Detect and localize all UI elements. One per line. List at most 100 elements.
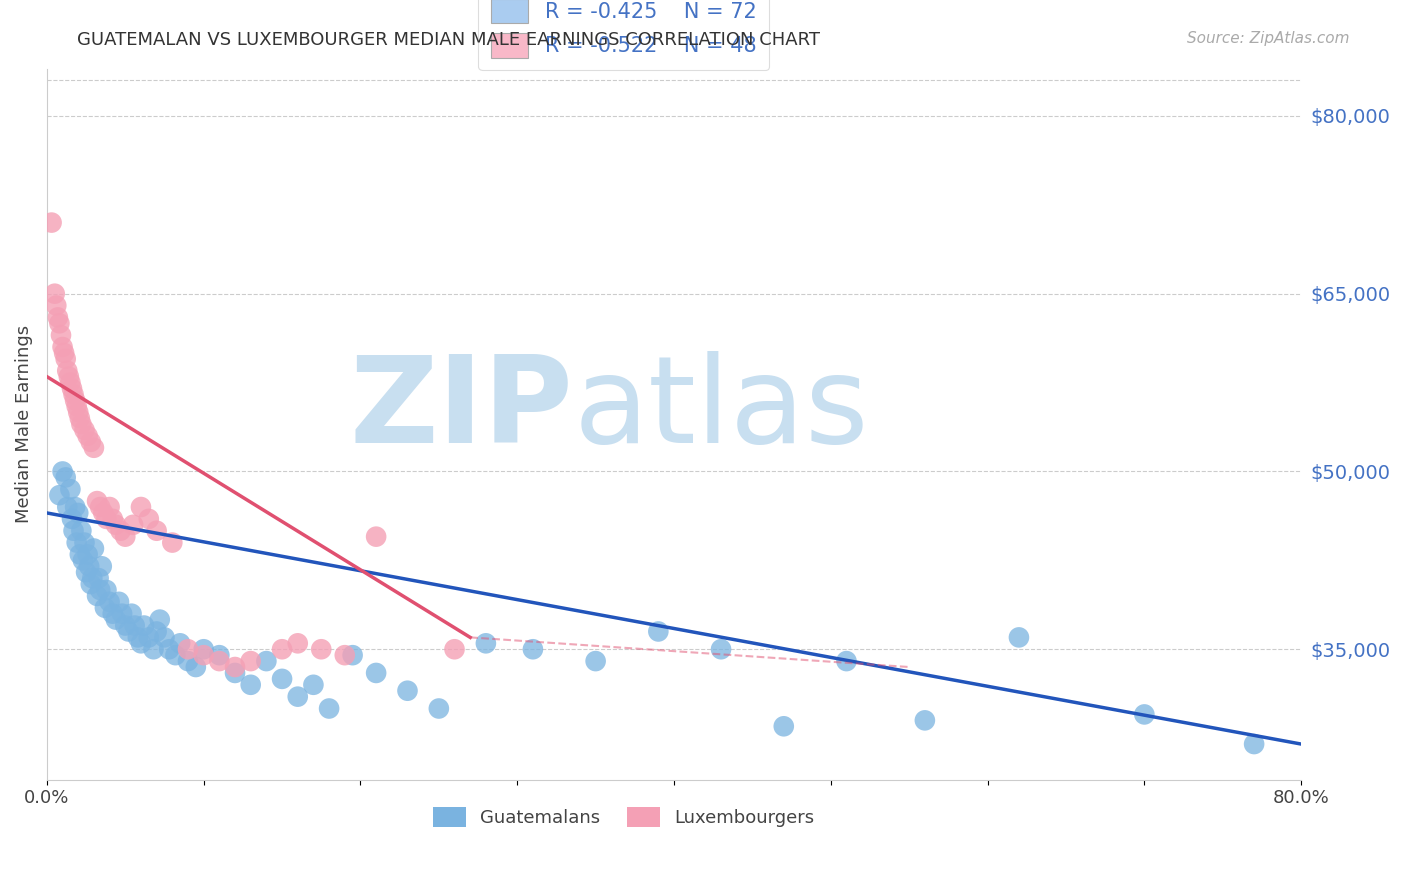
Point [153,631,176,645]
Point [94,600,117,615]
Point [224,660,246,674]
Point [90,559,112,574]
Point [60,382,83,396]
Point [772,719,794,733]
Point [122,517,145,532]
Point [45,299,67,313]
Point [396,683,419,698]
Point [138,512,160,526]
Point [70,524,93,538]
Point [114,618,136,632]
Point [96,512,118,526]
Point [67,506,90,520]
Point [302,678,325,692]
Point [142,642,165,657]
Point [427,701,450,715]
Point [114,530,136,544]
Point [287,690,309,704]
Text: Source: ZipAtlas.com: Source: ZipAtlas.com [1187,31,1350,46]
Point [129,500,152,514]
Point [111,607,134,621]
Point [224,665,246,680]
Point [87,571,110,585]
Point [287,636,309,650]
Point [60,512,83,526]
Point [254,654,277,668]
Point [72,553,94,567]
Point [1008,631,1031,645]
Point [145,624,167,639]
Point [333,648,356,662]
Point [55,351,77,366]
Point [89,500,111,514]
Point [75,565,97,579]
Point [98,595,121,609]
Point [110,524,132,538]
Point [96,582,118,597]
Point [914,714,936,728]
Point [138,631,160,645]
Y-axis label: Median Male Earnings: Median Male Earnings [15,325,32,523]
Point [177,654,200,668]
Point [76,548,98,562]
Point [149,613,172,627]
Point [82,571,104,585]
Point [73,535,96,549]
Point [58,369,80,384]
Text: atlas: atlas [574,351,869,468]
Text: ZIP: ZIP [350,351,574,468]
Point [239,678,262,692]
Point [162,535,184,549]
Point [127,631,149,645]
Point [271,672,294,686]
Point [80,434,103,449]
Point [52,340,75,354]
Point [66,535,89,549]
Point [63,393,86,408]
Point [59,482,82,496]
Point [208,648,231,662]
Point [157,642,180,657]
Point [124,618,146,632]
Point [83,441,105,455]
Point [177,642,200,657]
Point [522,642,544,657]
Point [239,654,262,668]
Point [366,530,388,544]
Point [41,216,63,230]
Point [89,582,111,597]
Point [117,624,139,639]
Point [77,559,100,574]
Point [69,411,91,425]
Point [165,648,187,662]
Point [66,399,89,413]
Point [193,642,215,657]
Point [104,517,127,532]
Point [318,701,340,715]
Point [46,310,69,325]
Text: GUATEMALAN VS LUXEMBOURGER MEDIAN MALE EARNINGS CORRELATION CHART: GUATEMALAN VS LUXEMBOURGER MEDIAN MALE E… [77,31,820,49]
Point [80,577,103,591]
Point [59,376,82,390]
Point [132,618,155,632]
Point [1133,707,1156,722]
Point [835,654,858,668]
Point [69,548,91,562]
Point [145,524,167,538]
Point [366,665,388,680]
Point [342,648,364,662]
Point [49,328,72,343]
Point [101,512,124,526]
Point [193,648,215,662]
Point [44,286,66,301]
Legend: Guatemalans, Luxembourgers: Guatemalans, Luxembourgers [426,799,821,835]
Point [443,642,465,657]
Point [55,470,77,484]
Point [91,506,114,520]
Point [104,613,127,627]
Point [108,595,131,609]
Point [48,316,70,330]
Point [184,660,207,674]
Point [121,607,143,621]
Point [86,589,108,603]
